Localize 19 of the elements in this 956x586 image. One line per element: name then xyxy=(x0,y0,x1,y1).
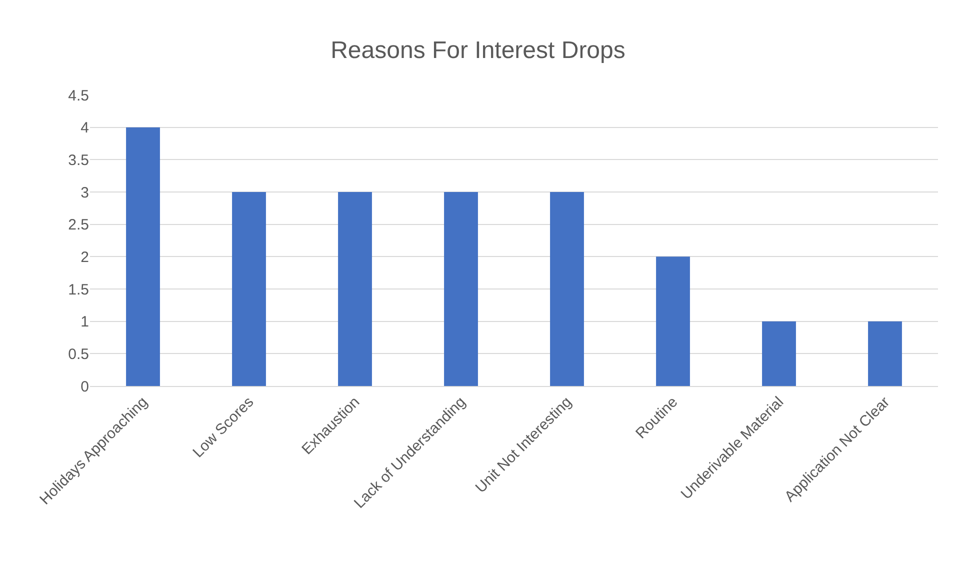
bar xyxy=(126,127,160,386)
bar xyxy=(232,192,266,386)
chart-title: Reasons For Interest Drops xyxy=(330,36,626,64)
bar xyxy=(656,256,690,386)
y-tick-label: 3 xyxy=(80,184,89,202)
bar xyxy=(762,321,796,386)
y-tick-label: 2 xyxy=(80,248,89,266)
y-tick-label: 1 xyxy=(80,314,89,331)
y-tick-label: 2.5 xyxy=(68,216,89,234)
bar xyxy=(868,321,902,386)
bar xyxy=(444,192,478,386)
y-tick-label: 3.5 xyxy=(68,152,89,169)
y-tick-label: 0 xyxy=(80,378,89,396)
y-tick-label: 1.5 xyxy=(68,281,89,298)
y-tick-label: 4 xyxy=(80,120,89,137)
bar xyxy=(338,192,372,386)
y-tick-label: 0.5 xyxy=(68,346,89,363)
bar xyxy=(550,192,584,386)
y-tick-label: 4.5 xyxy=(68,87,89,104)
